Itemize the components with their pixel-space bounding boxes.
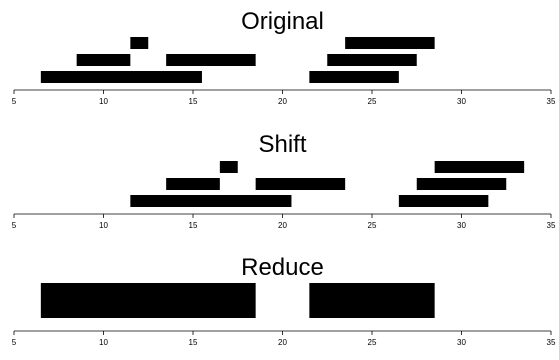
x-tick-label: 10 <box>99 97 108 106</box>
interval-bar <box>219 161 238 173</box>
panel-reduce: Reduce 5 10 15 20 25 30 35 <box>12 254 556 347</box>
x-tick-label: 5 <box>12 97 17 106</box>
x-tick-label: 5 <box>12 338 17 347</box>
interval-bar <box>130 37 149 49</box>
x-tick-label: 30 <box>457 338 466 347</box>
x-tick-label: 30 <box>457 97 466 106</box>
interval-bar <box>40 71 202 83</box>
x-tick-label: 15 <box>189 97 198 106</box>
interval-bar <box>130 195 292 207</box>
interval-bar <box>434 161 525 173</box>
interval-bar <box>327 54 417 66</box>
x-tick-label: 15 <box>189 221 198 230</box>
panel-shift: Shift 5 10 15 20 25 30 35 <box>12 131 556 230</box>
interval-bar <box>166 54 256 66</box>
panel-original: Original 5 10 15 20 25 30 35 <box>12 8 556 106</box>
x-tick-label: 10 <box>99 338 108 347</box>
interval-bar <box>255 178 346 190</box>
interval-bar <box>416 178 507 190</box>
interval-bar <box>345 37 435 49</box>
x-tick-label: 35 <box>547 338 556 347</box>
interval-bar <box>40 283 256 318</box>
interval-bar <box>309 71 399 83</box>
panel-title: Shift <box>258 131 306 158</box>
x-tick-label: 25 <box>368 97 377 106</box>
x-tick-label: 5 <box>12 221 17 230</box>
x-tick-label: 20 <box>278 97 287 106</box>
interval-bar <box>309 283 435 318</box>
interval-bar <box>398 195 489 207</box>
interval-bar <box>166 178 220 190</box>
x-tick-label: 25 <box>368 221 377 230</box>
x-tick-label: 15 <box>189 338 198 347</box>
panel-title: Reduce <box>241 254 324 281</box>
panel-title: Original <box>241 8 324 35</box>
x-tick-label: 25 <box>368 338 377 347</box>
x-tick-label: 35 <box>547 221 556 230</box>
x-tick-label: 30 <box>457 221 466 230</box>
x-tick-label: 10 <box>99 221 108 230</box>
x-tick-label: 35 <box>547 97 556 106</box>
interval-bar <box>76 54 131 66</box>
x-tick-label: 20 <box>278 338 287 347</box>
x-tick-label: 20 <box>278 221 287 230</box>
